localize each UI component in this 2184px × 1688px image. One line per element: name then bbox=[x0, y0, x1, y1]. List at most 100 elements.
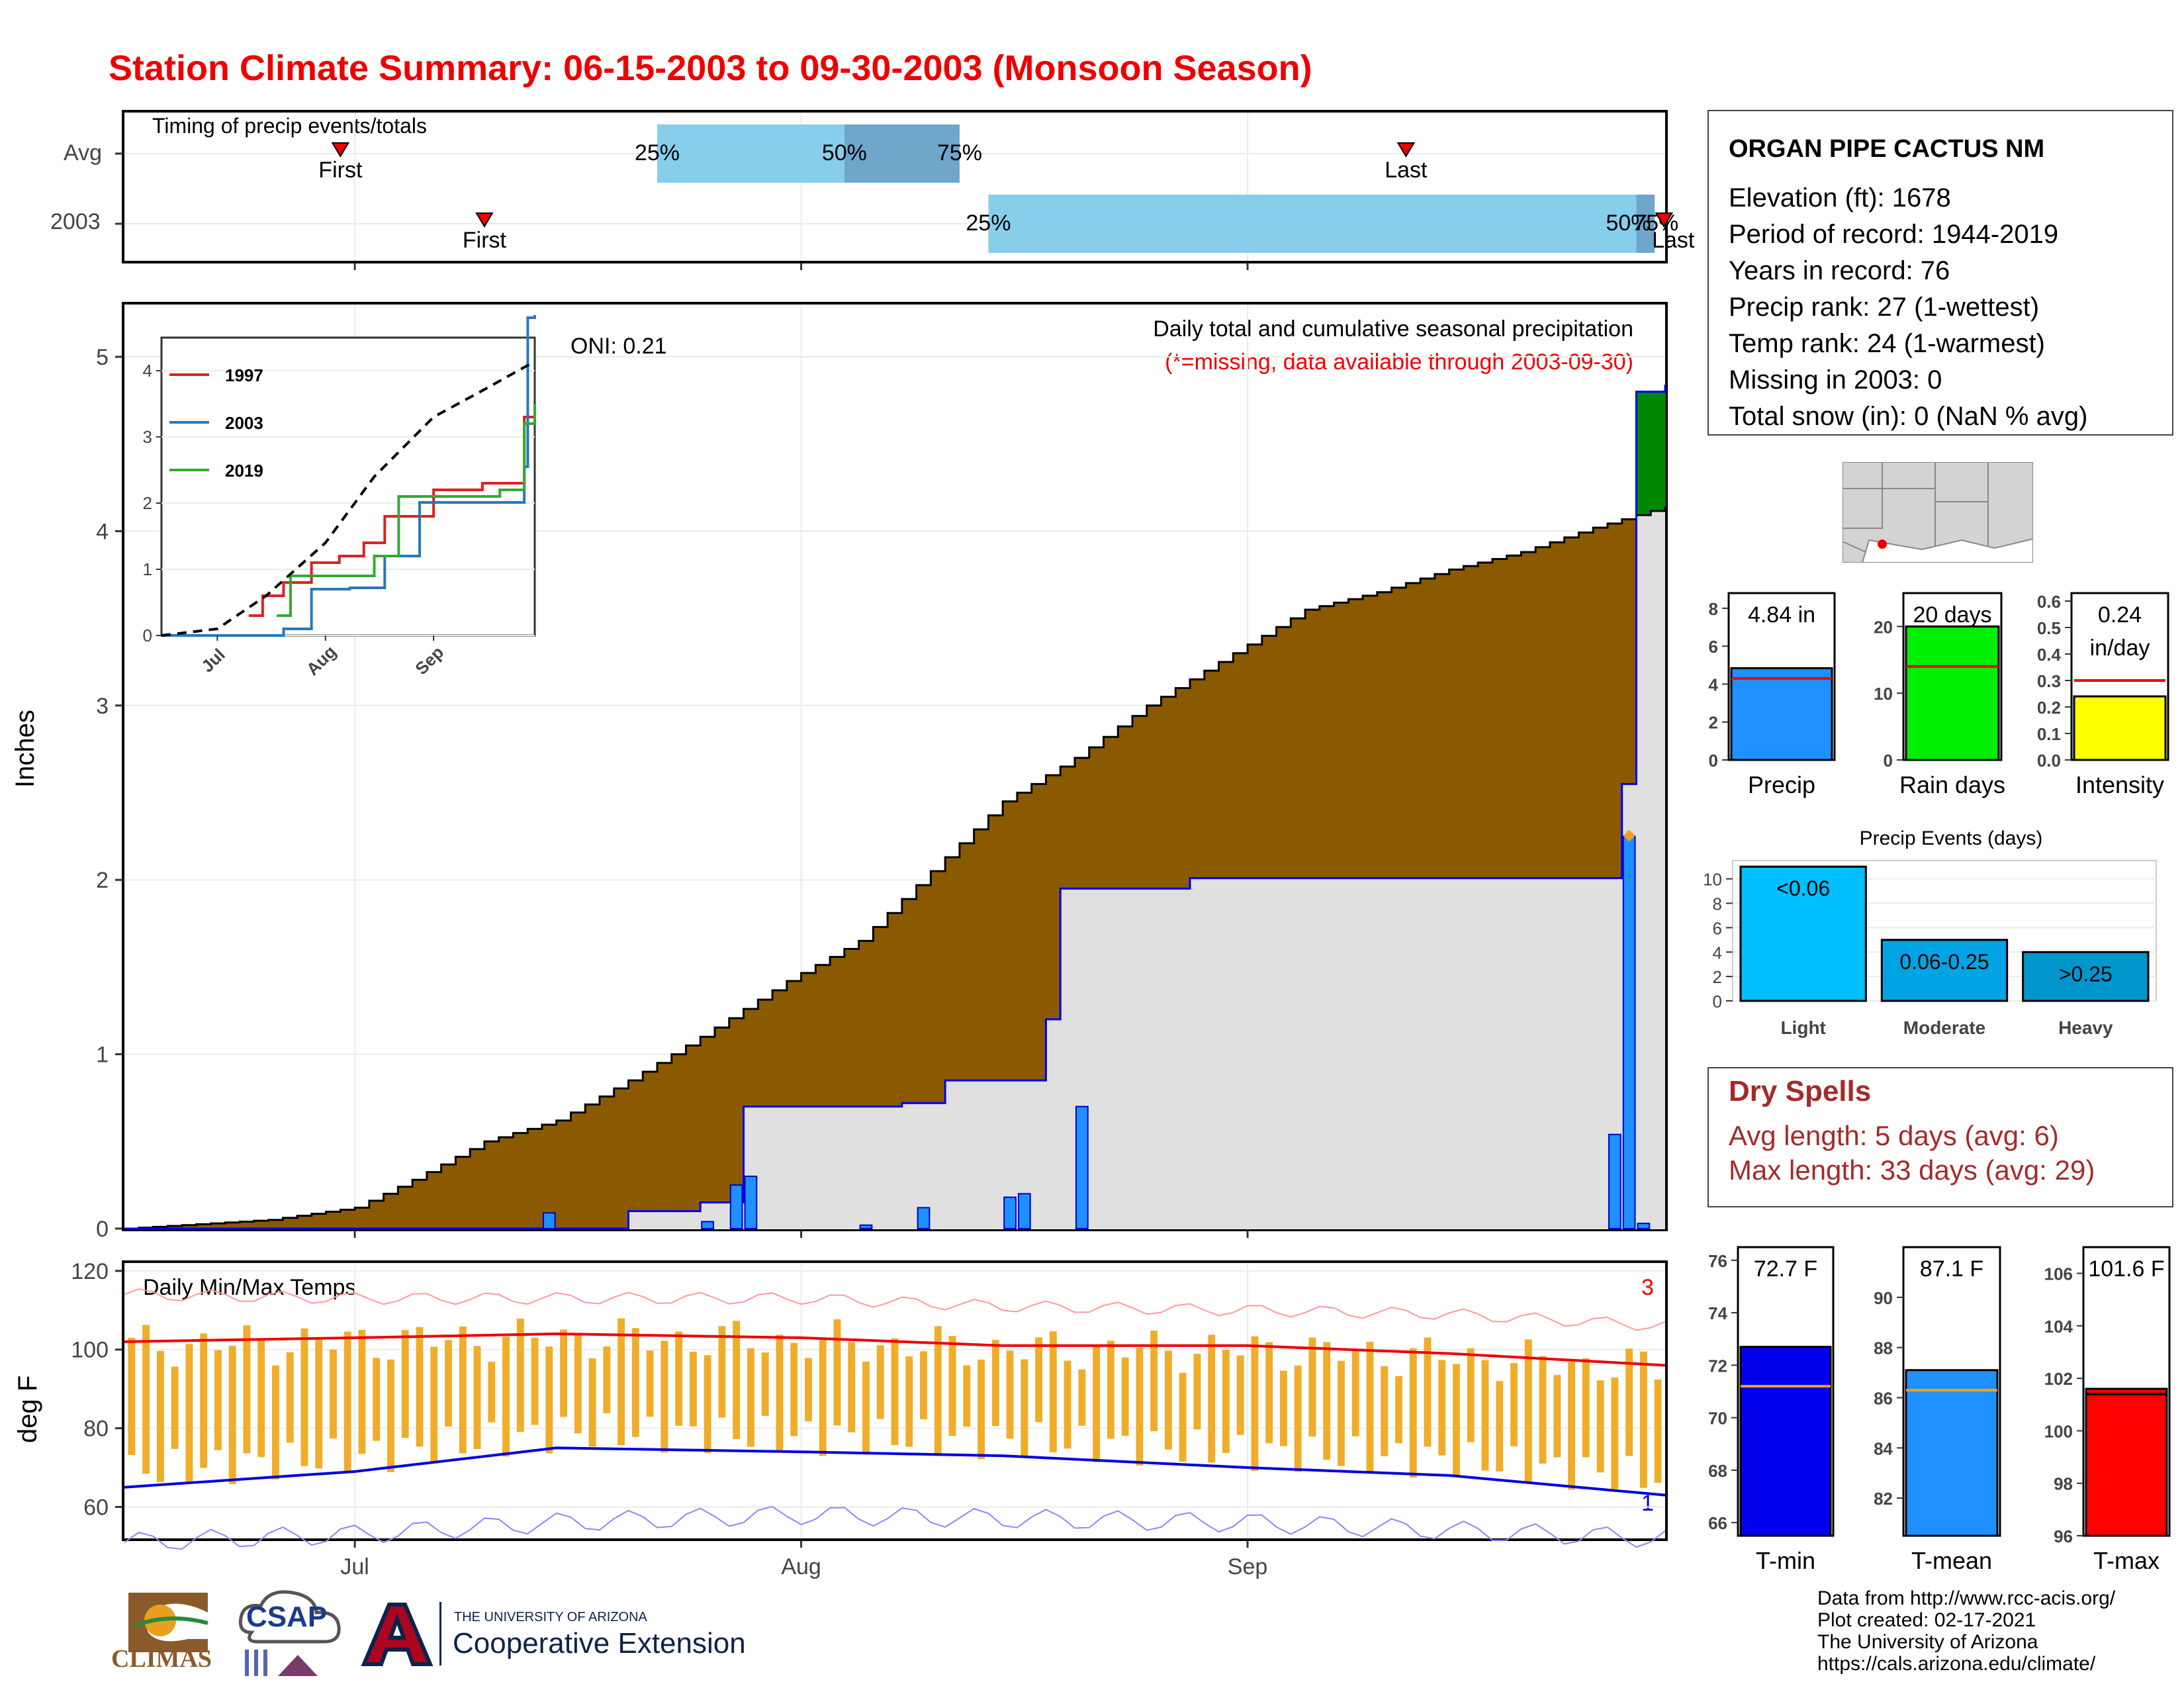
precip-ytick-label-5: 5 bbox=[96, 345, 109, 370]
daily-temp-bar bbox=[560, 1329, 568, 1417]
deficit-area-segment bbox=[931, 871, 946, 1103]
timing-2003-last-label: Last bbox=[1652, 228, 1695, 253]
deficit-area-segment bbox=[1261, 635, 1277, 878]
daily-temp-bar bbox=[343, 1331, 351, 1473]
daily-temp-bar bbox=[747, 1348, 754, 1447]
daily-temp-bar bbox=[358, 1330, 366, 1454]
timing-avg-last-marker bbox=[1396, 142, 1416, 158]
timing-2003-bar-50-75 bbox=[1636, 195, 1655, 253]
deficit-area-segment bbox=[240, 1221, 255, 1229]
intensity-summary-bar bbox=[2073, 695, 2167, 761]
deficit-area-segment bbox=[686, 1045, 702, 1211]
rain-days-summary-bar bbox=[1905, 625, 2000, 761]
intensity-summary-ytick-label-3: 0.3 bbox=[2037, 671, 2061, 691]
daily-temp-bar bbox=[675, 1331, 683, 1426]
daily-temp-bar bbox=[991, 1340, 999, 1427]
deficit-area-segment bbox=[1377, 592, 1392, 878]
daily-temp-bar bbox=[200, 1333, 208, 1468]
intensity-summary-value-label: 0.24 bbox=[2098, 602, 2142, 628]
tmin-summary-ytick-label-1: 68 bbox=[1708, 1461, 1727, 1481]
daily-temp-bar bbox=[330, 1349, 337, 1439]
tmax-summary-ytick-label-3: 102 bbox=[2044, 1369, 2073, 1389]
daily-temp-bar bbox=[1251, 1336, 1259, 1472]
inset-ytick-label-3: 3 bbox=[143, 427, 152, 447]
daily-temp-bar bbox=[934, 1326, 942, 1456]
daily-temp-bar bbox=[891, 1338, 899, 1445]
locator-map bbox=[1843, 462, 2033, 563]
intensity-summary-ytick-label-5: 0.5 bbox=[2037, 618, 2061, 638]
daily-temp-bar bbox=[1539, 1356, 1547, 1464]
deficit-area-segment bbox=[1478, 562, 1493, 878]
deficit-area-segment bbox=[412, 1180, 428, 1229]
daily-temp-bar bbox=[1107, 1340, 1115, 1439]
daily-temp-bar bbox=[1524, 1339, 1532, 1483]
deficit-area-segment bbox=[1305, 609, 1320, 878]
deficit-area-segment bbox=[844, 949, 860, 1107]
timing-avg-bar-50-75 bbox=[844, 124, 960, 183]
deficit-area-segment bbox=[1060, 767, 1075, 889]
daily-temp-bar bbox=[156, 1350, 164, 1482]
deficit-area-segment bbox=[1535, 547, 1551, 878]
deficit-area-segment bbox=[1276, 627, 1292, 878]
daily-temp-bar bbox=[430, 1346, 438, 1464]
events-ytick-label-5: 10 bbox=[1703, 870, 1722, 890]
deficit-area-segment bbox=[1175, 688, 1191, 889]
precip-summary-bar bbox=[1730, 667, 1833, 761]
daily-temp-bar bbox=[1366, 1341, 1374, 1472]
deficit-area-segment bbox=[196, 1224, 212, 1229]
deficit-area-segment bbox=[1046, 775, 1062, 1019]
station-missing: Missing in 2003: 0 bbox=[1729, 365, 1942, 395]
deficit-area-segment bbox=[470, 1149, 485, 1229]
events-ytick-label-2: 4 bbox=[1713, 943, 1722, 962]
deficit-area-segment bbox=[1463, 566, 1479, 878]
deficit-area-segment bbox=[1204, 671, 1220, 878]
deficit-area-segment bbox=[1420, 579, 1435, 878]
deficit-area-segment bbox=[1132, 716, 1148, 889]
rain-days-summary-ytick-label-1: 10 bbox=[1874, 684, 1893, 704]
events-bar-label-moderate: 0.06-0.25 bbox=[1899, 950, 1989, 974]
daily-temp-bar bbox=[1121, 1357, 1129, 1436]
timing-avg-last-label: Last bbox=[1385, 158, 1428, 183]
deficit-area-segment bbox=[887, 913, 903, 1107]
daily-temp-bar bbox=[445, 1340, 452, 1427]
precip-ytick-label-3: 3 bbox=[96, 694, 109, 719]
deficit-area-segment bbox=[1031, 784, 1047, 1081]
daily-temp-bar bbox=[718, 1326, 726, 1418]
deficit-area-segment bbox=[383, 1194, 399, 1229]
tmean-summary-value-label: 87.1 F bbox=[1920, 1256, 1983, 1282]
inset-ytick-label-0: 0 bbox=[143, 626, 152, 645]
events-bar-label-light: <0.06 bbox=[1776, 876, 1830, 900]
deficit-area-segment bbox=[527, 1129, 543, 1229]
deficit-area-segment bbox=[830, 957, 845, 1107]
oni-label: ONI: 0.21 bbox=[570, 334, 667, 359]
deficit-area-segment bbox=[988, 815, 1003, 1081]
daily-temp-bar bbox=[1453, 1364, 1460, 1477]
station-info-box: ORGAN PIPE CACTUS NM Elevation (ft): 167… bbox=[1707, 110, 2173, 436]
events-bar-label-heavy: >0.25 bbox=[2059, 962, 2113, 986]
daily-temp-bar bbox=[142, 1325, 150, 1474]
page-title: Station Climate Summary: 06-15-2003 to 0… bbox=[109, 48, 1312, 88]
station-snow: Total snow (in): 0 (NaN % avg) bbox=[1729, 402, 2088, 431]
avg-cumulative-line bbox=[124, 506, 1666, 1230]
deficit-area-segment bbox=[167, 1226, 183, 1229]
intensity-summary-ytick-label-1: 0.1 bbox=[2037, 724, 2061, 744]
events-category-heavy: Heavy bbox=[2058, 1017, 2113, 1038]
inset-ytick-label-2: 2 bbox=[143, 493, 152, 513]
record-max-line bbox=[124, 1288, 1666, 1331]
temp-ytick-label-0: 60 bbox=[83, 1495, 109, 1520]
intensity-summary-ytick-label-4: 0.4 bbox=[2037, 645, 2062, 665]
deficit-area-segment bbox=[643, 1071, 658, 1211]
credit-url: https://cals.arizona.edu/climate/ bbox=[1817, 1653, 2096, 1675]
tmin-summary-value-label: 72.7 F bbox=[1754, 1256, 1817, 1282]
daily-temp-bar bbox=[1395, 1376, 1402, 1444]
inset-line-1997 bbox=[248, 410, 536, 617]
daily-temp-bar bbox=[502, 1336, 510, 1457]
timing-avg-p50-label: 50% bbox=[822, 140, 867, 165]
dry-spells-box: Dry Spells Avg length: 5 days (avg: 6) M… bbox=[1707, 1067, 2173, 1207]
climas-logo-text: CLIMAS bbox=[111, 1645, 212, 1673]
daily-temp-bar bbox=[1381, 1366, 1388, 1456]
surplus-area-segment bbox=[1636, 391, 1652, 516]
station-years: Years in record: 76 bbox=[1729, 256, 1950, 285]
station-elevation: Elevation (ft): 1678 bbox=[1729, 183, 1951, 212]
events-bar-heavy bbox=[2022, 951, 2150, 1002]
